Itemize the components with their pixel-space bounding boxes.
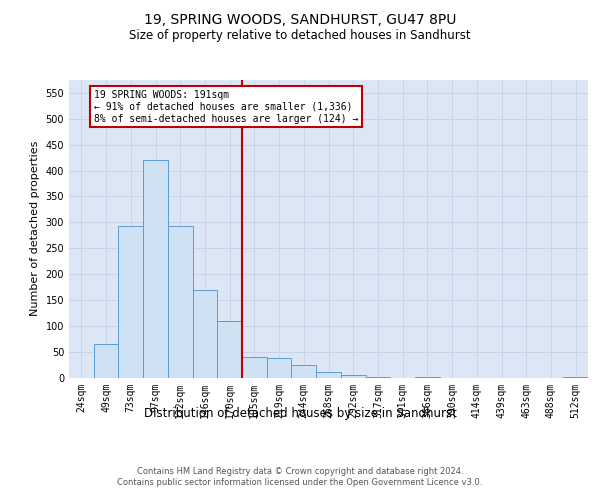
Text: 19 SPRING WOODS: 191sqm
← 91% of detached houses are smaller (1,336)
8% of semi-: 19 SPRING WOODS: 191sqm ← 91% of detache… [94, 90, 358, 124]
Bar [341, 375, 365, 378]
Bar [415, 377, 440, 378]
Bar [267, 358, 292, 378]
Bar [168, 226, 193, 378]
Bar [292, 364, 316, 378]
Bar [143, 160, 168, 378]
Text: Distribution of detached houses by size in Sandhurst: Distribution of detached houses by size … [143, 408, 457, 420]
Bar [242, 357, 267, 378]
Text: Size of property relative to detached houses in Sandhurst: Size of property relative to detached ho… [129, 29, 471, 42]
Y-axis label: Number of detached properties: Number of detached properties [30, 141, 40, 316]
Bar [118, 226, 143, 378]
Text: Contains HM Land Registry data © Crown copyright and database right 2024.
Contai: Contains HM Land Registry data © Crown c… [118, 468, 482, 487]
Bar [316, 372, 341, 378]
Bar [193, 290, 217, 378]
Text: 19, SPRING WOODS, SANDHURST, GU47 8PU: 19, SPRING WOODS, SANDHURST, GU47 8PU [144, 12, 456, 26]
Bar [365, 377, 390, 378]
Bar [94, 344, 118, 378]
Bar [217, 320, 242, 378]
Bar [563, 377, 588, 378]
